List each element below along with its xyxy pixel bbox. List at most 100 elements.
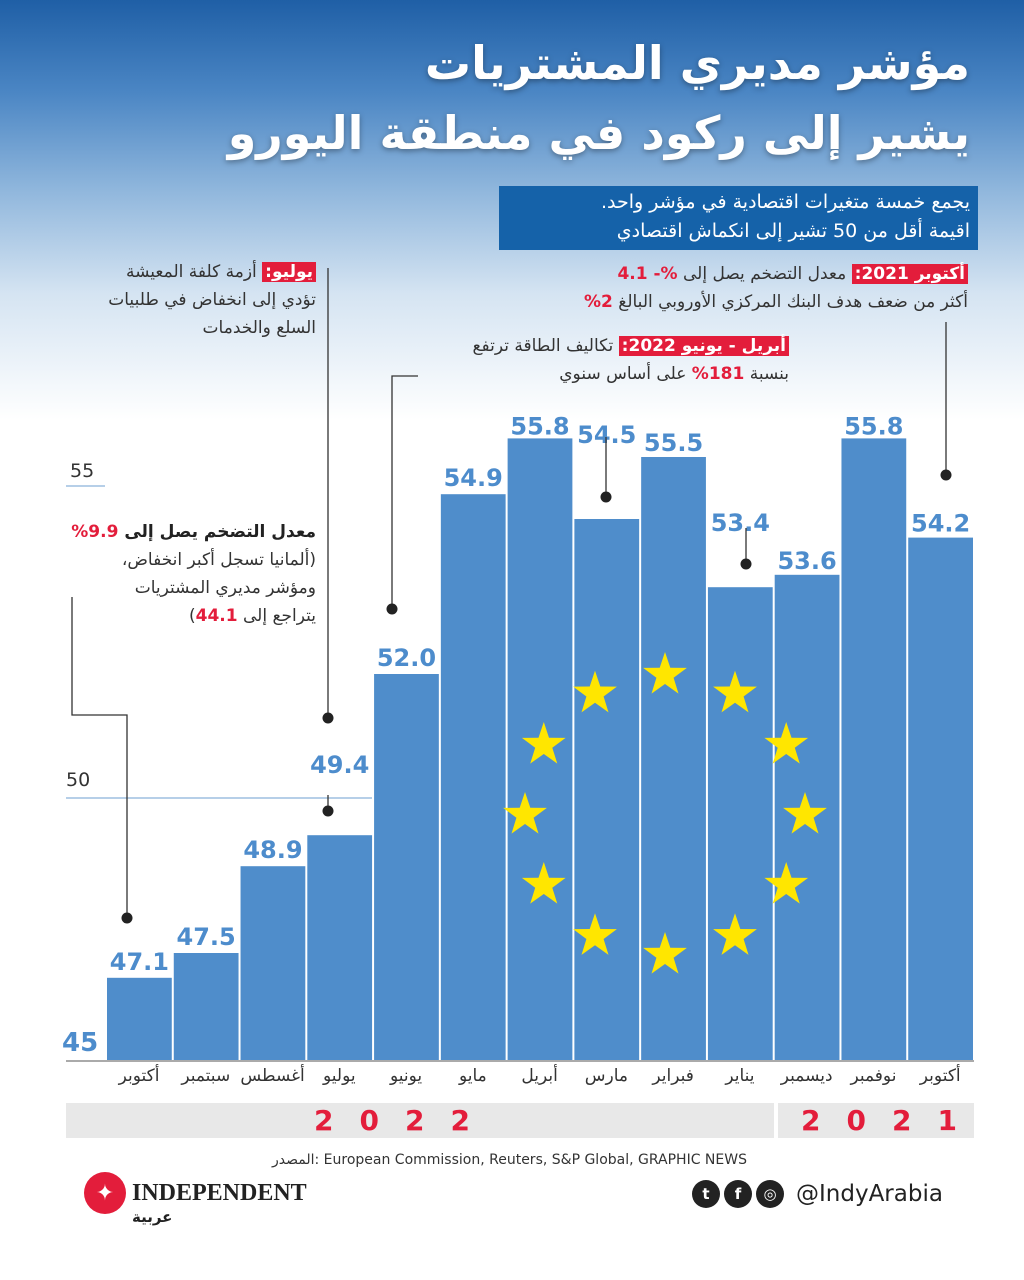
note-text: أكثر من ضعف هدف البنك المركزي الأوروبي ا… (612, 292, 968, 312)
value-label: 52.0 (377, 644, 436, 672)
independent-logo: ✦ INDEPENDENT عربية (84, 1172, 307, 1226)
note-oct-2022: معدل التضخم يصل إلى 9.9% (ألمانيا تسجل أ… (71, 518, 316, 630)
note-value: 181% (691, 364, 745, 384)
month-label: ديسمبر (780, 1066, 833, 1086)
month-label: سبتمبر (181, 1066, 231, 1086)
bar (440, 494, 506, 1060)
facebook-icon[interactable]: f (724, 1180, 752, 1208)
value-label: 55.8 (844, 412, 903, 440)
value-label: 54.2 (911, 510, 970, 538)
source-text: المصدر: European Commission, Reuters, S&… (272, 1152, 747, 1168)
twitter-icon[interactable]: t (692, 1180, 720, 1208)
leader-dot (600, 491, 612, 503)
note-text: السلع والخدمات (202, 318, 316, 338)
bar (908, 537, 973, 1060)
leader-dot (322, 712, 334, 724)
instagram-icon[interactable]: ◎ (756, 1180, 784, 1208)
value-label: 48.9 (243, 836, 302, 864)
note-text: ) (189, 606, 196, 626)
social-handle[interactable]: @IndyArabia (796, 1181, 943, 1207)
eu-star-icon (783, 792, 827, 834)
brand-sub: عربية (132, 1208, 173, 1226)
eu-star-icon (573, 670, 617, 713)
value-label: 53.6 (777, 547, 836, 575)
month-label: مايو (458, 1066, 487, 1086)
year-2022: 2022 (314, 1104, 496, 1137)
social-links: t f ◎ @IndyArabia (692, 1180, 943, 1208)
note-text: تكاليف الطاقة ترتفع (472, 336, 619, 356)
leader-oct-2022 (71, 597, 128, 918)
leader-dot (386, 603, 398, 615)
value-label: 55.8 (510, 412, 569, 440)
value-label: 47.1 (110, 948, 169, 976)
eu-star-icon (521, 862, 566, 904)
note-value: 4.1 -% (617, 264, 678, 284)
value-label: 54.9 (444, 464, 503, 492)
month-label: مارس (584, 1066, 628, 1086)
eu-star-icon (643, 652, 687, 694)
leader-apr-jun-2022 (391, 375, 418, 609)
note-text: (ألمانيا تسجل أكبر انخفاض، (121, 550, 316, 570)
note-text: يتراجع إلى (237, 606, 316, 626)
note-text: على أساس سنوي (559, 364, 692, 384)
note-value: 44.1 (195, 606, 238, 626)
ytick-55: 55 (70, 460, 95, 482)
note-text: معدل التضخم يصل إلى (118, 522, 316, 542)
value-label: 49.4 (310, 751, 369, 779)
eu-star-icon (503, 792, 547, 834)
month-label: فبراير (652, 1066, 694, 1086)
leader-dot (322, 805, 334, 817)
bar (173, 953, 239, 1060)
note-apr-jun-2022: أبريل - يونيو 2022: تكاليف الطاقة ترتفع … (472, 332, 789, 388)
note-tag: أبريل - يونيو 2022: (618, 336, 789, 356)
bar (307, 835, 373, 1060)
ytick-45: 45 (62, 1028, 99, 1058)
eu-star-icon (643, 932, 687, 974)
eagle-icon: ✦ (84, 1172, 126, 1214)
subtitle-line-1: يجمع خمسة متغيرات اقتصادية في مؤشر واحد. (600, 191, 970, 213)
note-text: تؤدي إلى انخفاض في طلبيات (108, 290, 316, 310)
eu-star-icon (764, 722, 809, 764)
ytick-50: 50 (66, 769, 91, 791)
bar (841, 438, 907, 1060)
bar (574, 519, 640, 1060)
month-label: يوليو (322, 1066, 356, 1086)
title-line-2: يشير إلى ركود في منطقة اليورو (227, 106, 970, 160)
year-band (66, 1103, 974, 1138)
value-label: 47.5 (177, 923, 236, 951)
note-oct-2021: أكتوبر 2021: معدل التضخم يصل إلى 4.1 -% … (584, 260, 968, 316)
note-tag: يوليو: (262, 262, 316, 282)
year-2021: 2021 (801, 1104, 983, 1137)
month-label: أبريل (521, 1066, 558, 1086)
year-divider (774, 1103, 778, 1138)
title-line-1: مؤشر مديري المشتريات (424, 36, 970, 90)
bar (707, 587, 773, 1060)
month-label: يونيو (389, 1066, 423, 1086)
subtitle-line-2: اقيمة أقل من 50 تشير إلى انكماش اقتصادي (616, 220, 970, 242)
month-label: يناير (725, 1066, 755, 1086)
note-text: أزمة كلفة المعيشة (126, 262, 263, 282)
brand-name: INDEPENDENT (132, 1179, 307, 1206)
leader-dot (940, 469, 952, 481)
month-label: نوفمبر (850, 1066, 897, 1086)
note-value: 9.9% (71, 522, 119, 542)
note-value: 2% (583, 292, 613, 312)
bar (240, 866, 306, 1060)
note-text: معدل التضخم يصل إلى (677, 264, 852, 284)
month-label: أغسطس (240, 1066, 305, 1086)
note-text: ومؤشر مديري المشتريات (134, 578, 316, 598)
note-july: يوليو: أزمة كلفة المعيشة تؤدي إلى انخفاض… (108, 258, 316, 342)
eu-star-icon (713, 670, 757, 713)
month-label: أكتوبر (118, 1066, 160, 1086)
month-label: أكتوبر (919, 1066, 961, 1086)
eu-star-icon (521, 722, 566, 764)
note-text: بنسبة (744, 364, 789, 384)
value-label: 54.5 (577, 421, 636, 449)
bar (374, 674, 439, 1060)
value-label: 55.5 (644, 429, 703, 457)
eu-star-icon (573, 913, 617, 955)
bar (107, 977, 172, 1060)
leader-dot (121, 912, 133, 924)
eu-star-icon (764, 862, 809, 904)
subtitle-box: يجمع خمسة متغيرات اقتصادية في مؤشر واحد.… (499, 186, 978, 250)
